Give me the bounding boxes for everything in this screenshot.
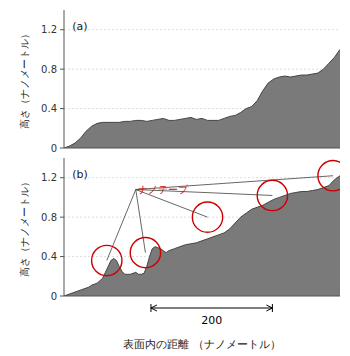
scale-arrow <box>151 305 157 311</box>
tick-label: 0.4 <box>41 251 57 262</box>
panel: 0 0.4 0.8 1.2 (a) 高さ（ナノメートル） <box>19 10 340 154</box>
area <box>64 176 340 296</box>
y-axis <box>64 10 65 148</box>
area-edge <box>64 176 340 296</box>
panel: 0 0.4 0.8 1.2 200 ナノテープ (b) 高さ（ナノメートル） 表面内の距離 （ナ… <box>19 158 348 351</box>
tick-label: 0.4 <box>41 103 57 114</box>
x-label: 表面内の距離 （ナノメートル） <box>123 338 281 351</box>
scale-arrow <box>266 305 272 311</box>
tick <box>60 256 64 257</box>
connector <box>136 190 146 253</box>
tick-label: 1.2 <box>41 172 57 183</box>
figure: 0 0.4 0.8 1.2 (a) 高さ（ナノメートル） 0 0.4 0.8 1.2 200 ナノテー… <box>0 0 350 356</box>
x-axis <box>64 148 340 149</box>
panel-title: (b) <box>72 168 88 181</box>
area-edge <box>64 49 340 148</box>
highlight-circle <box>318 161 340 191</box>
scale-label: 200 <box>201 314 222 327</box>
highlight-circle <box>257 180 287 210</box>
tick <box>60 148 64 149</box>
panel-title: (a) <box>72 20 87 33</box>
grid-line <box>64 29 340 30</box>
x-axis <box>64 296 340 297</box>
y-axis <box>64 158 65 296</box>
plot-area <box>64 161 340 296</box>
tick <box>60 108 64 109</box>
tick <box>60 296 64 297</box>
y-label: 高さ（ナノメートル） <box>19 177 30 277</box>
annotation-label: ナノテープ <box>138 184 189 195</box>
tick <box>60 29 64 30</box>
tick-label: 0.8 <box>41 212 57 223</box>
tick <box>60 217 64 218</box>
tick-label: 1.2 <box>41 24 57 35</box>
scale-end <box>150 304 151 312</box>
area <box>64 49 340 148</box>
tick-label: 0 <box>51 143 57 154</box>
y-label: 高さ（ナノメートル） <box>19 29 30 129</box>
tick-label: 0.8 <box>41 64 57 75</box>
grid-line <box>64 69 340 70</box>
scale-bar <box>151 308 272 309</box>
tick <box>60 177 64 178</box>
scale-end <box>272 304 273 312</box>
highlight-circle <box>92 245 122 275</box>
plot-area <box>64 49 340 148</box>
highlight-circle <box>130 237 160 267</box>
tick <box>60 69 64 70</box>
highlight-circle <box>192 202 222 232</box>
connector <box>107 190 136 261</box>
tick-label: 0 <box>51 291 57 302</box>
